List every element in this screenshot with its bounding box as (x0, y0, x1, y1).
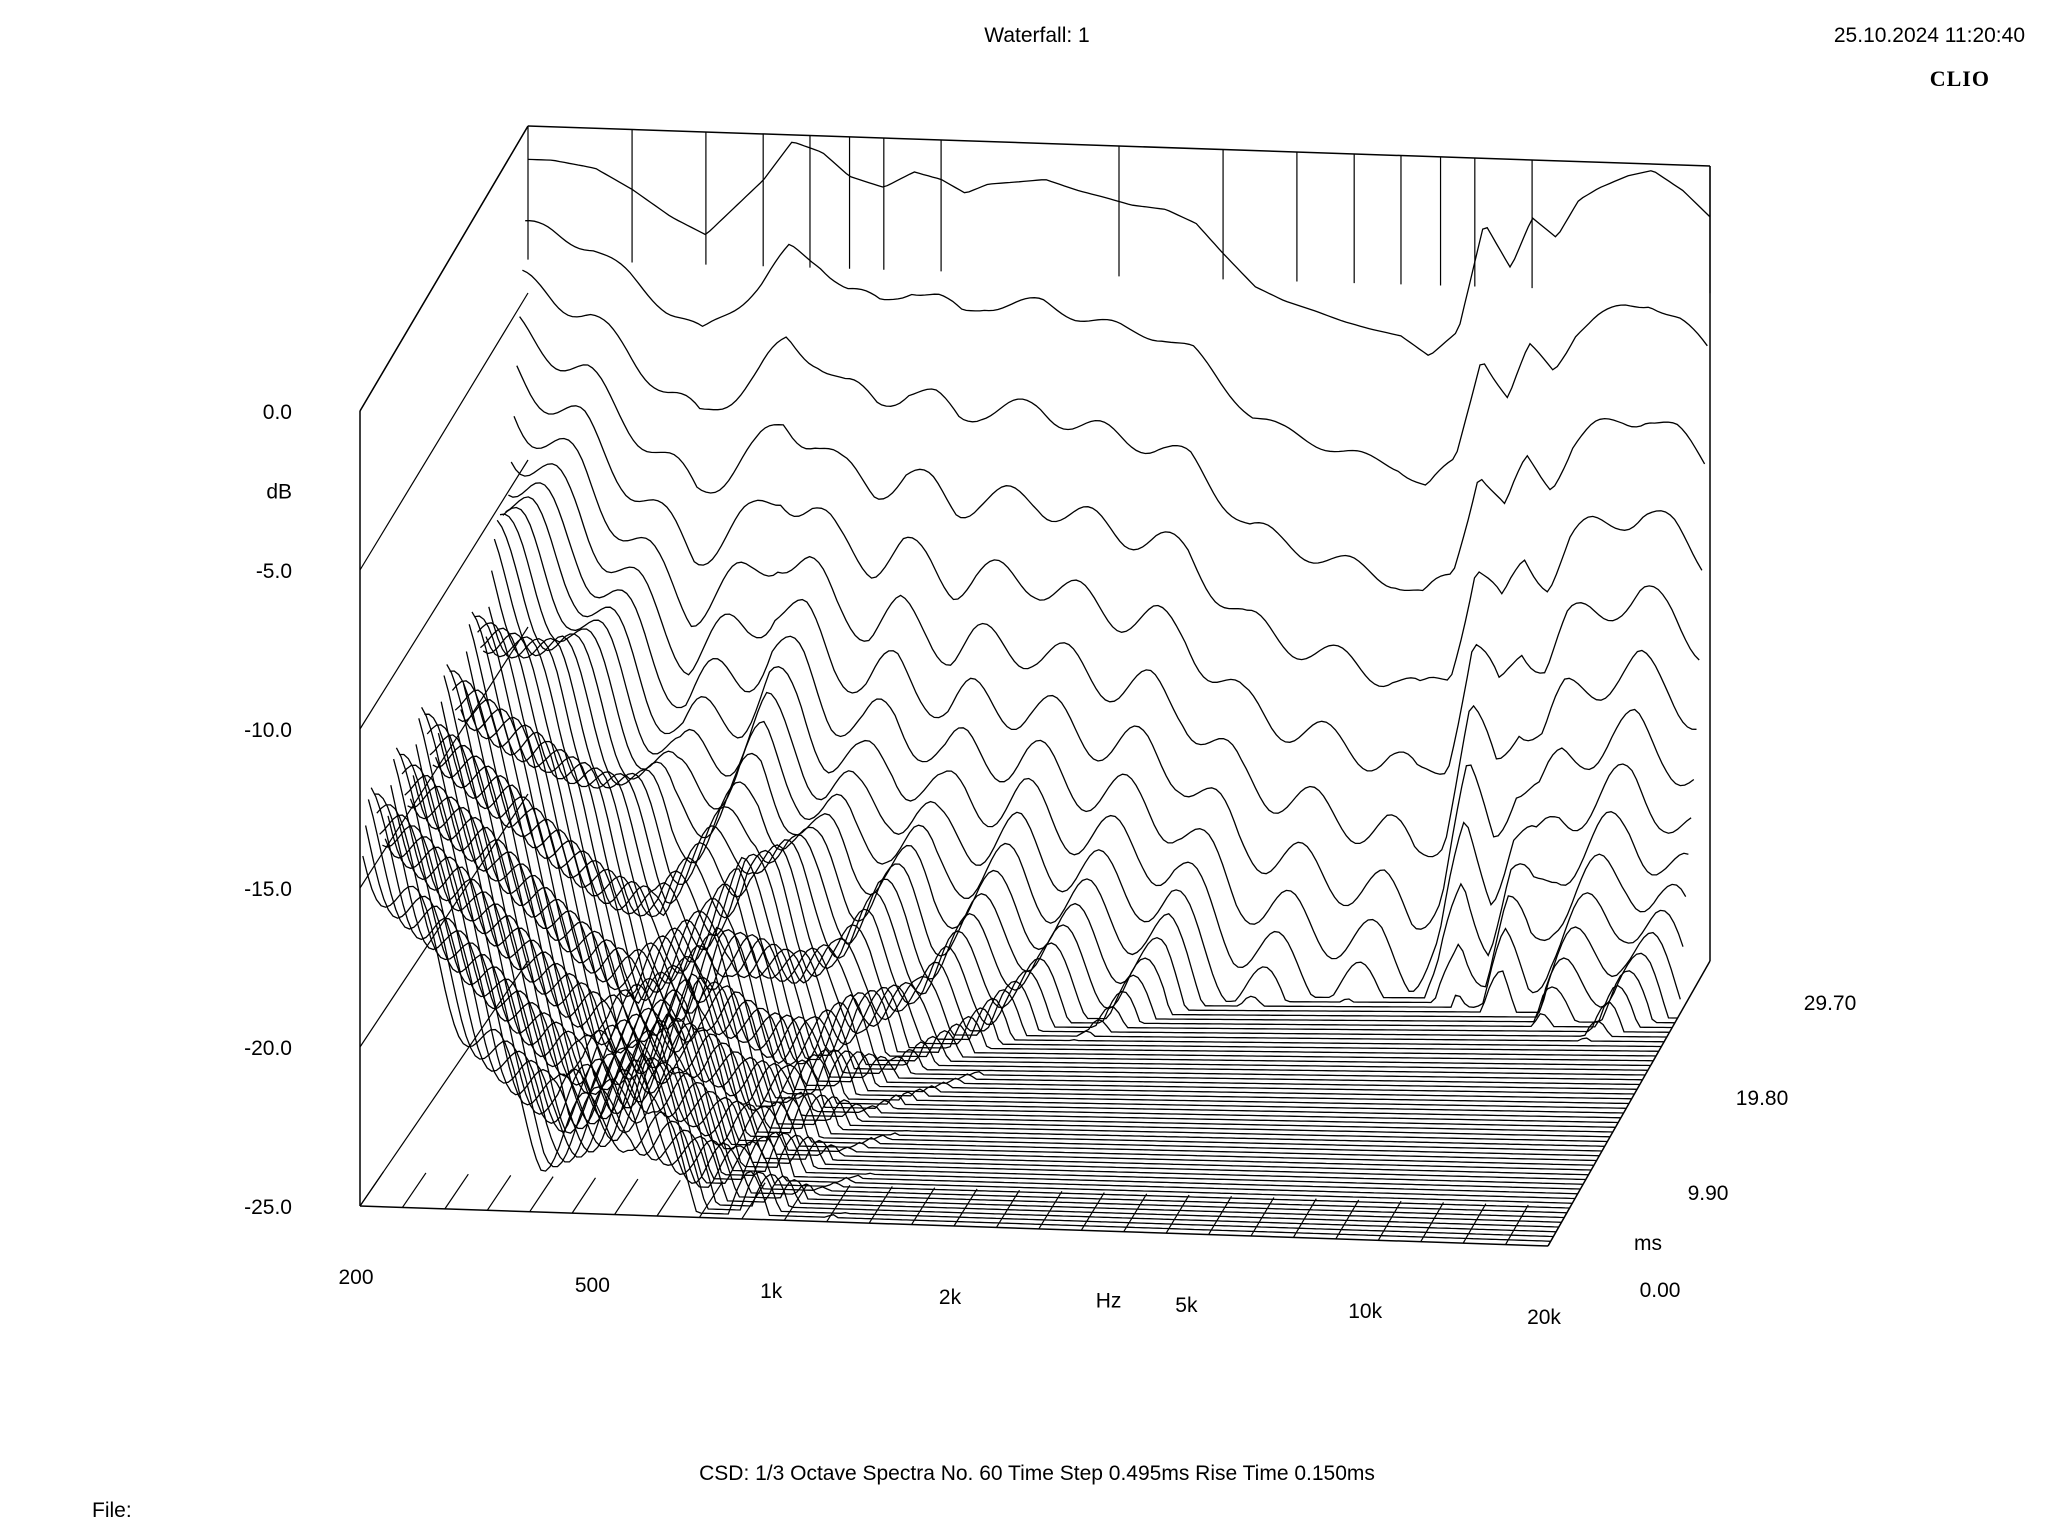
spectrum-line (412, 775, 1600, 1157)
spectrum-line (508, 482, 1692, 992)
floor-gridline (486, 1175, 512, 1211)
plot-gridlines (359, 125, 1711, 1247)
spectrum-line (432, 744, 1619, 1124)
spectrum-line (392, 758, 1581, 1190)
file-label: File: (92, 1499, 132, 1522)
y-gridline (359, 292, 529, 571)
spectrum-line (424, 713, 1611, 1138)
spectrum-line (510, 461, 1695, 930)
spectrum-line (471, 611, 1657, 1057)
spectrum-line (384, 836, 1573, 1204)
spectrum-line (409, 796, 1597, 1162)
y-tick-label: -10.0 (244, 719, 292, 742)
spectrum-line (525, 220, 1708, 486)
spectrum-line (468, 624, 1654, 1062)
y-tick-label: 0.0 (263, 401, 292, 424)
spectrum-line (479, 627, 1665, 1043)
spectrum-line (376, 804, 1565, 1219)
spectrum-line (465, 651, 1651, 1067)
floor-gridline (359, 1171, 385, 1207)
spectrum-line (516, 365, 1700, 775)
spectrum-line (513, 416, 1697, 858)
y-tick-label: -5.0 (256, 560, 292, 583)
floor-gridline (614, 1178, 639, 1215)
y-tick-label: -25.0 (244, 1196, 292, 1219)
z-tick-label: 0.00 (1640, 1279, 1681, 1302)
spectrum-line (429, 734, 1616, 1128)
floor-gridline (656, 1179, 681, 1217)
spectrum-line (362, 855, 1551, 1242)
x-tick-label: 1k (760, 1280, 783, 1303)
timestamp: 25.10.2024 11:20:40 (1833, 24, 2025, 47)
spectrum-line (401, 764, 1589, 1176)
x-tick-label: 10k (1348, 1300, 1382, 1323)
spectrum-line (519, 316, 1703, 688)
axis-labels: 0.0 -5.0 -10.0 -15.0 -20.0 -25.0 dB 200 500 1k 2k 5… (244, 401, 1856, 1329)
spectrum-line (505, 496, 1689, 999)
x-tick-label: 5k (1175, 1294, 1198, 1317)
floor-gridline (401, 1172, 427, 1208)
floor-gridline (444, 1173, 469, 1210)
floor-gridline (529, 1176, 554, 1213)
spectrum-line (522, 269, 1706, 592)
z-axis-label: ms (1634, 1232, 1662, 1255)
spectrum-line (482, 632, 1667, 1038)
spectrum-line (434, 755, 1621, 1119)
spectrum-line (407, 785, 1594, 1166)
spectra-lines (362, 141, 1711, 1242)
spectrum-line (502, 506, 1687, 1004)
spectrum-line (364, 825, 1554, 1238)
measurement-info: CSD: 1/3 Octave Spectra No. 60 Time Step… (699, 1462, 1375, 1485)
spectrum-line (460, 708, 1646, 1076)
spectrum-line (387, 815, 1576, 1200)
spectrum-line (477, 622, 1662, 1048)
spectrum-line (451, 680, 1638, 1090)
y-gridline (359, 125, 529, 412)
y-gridline (359, 459, 529, 730)
spectrum-line (485, 636, 1670, 1033)
spectrum-line (443, 675, 1630, 1105)
spectrum-line (499, 513, 1684, 1008)
spectrum-line (382, 825, 1570, 1209)
y-tick-label: -15.0 (244, 878, 292, 901)
spectrum-line (490, 570, 1675, 1024)
spectrum-line (404, 774, 1592, 1171)
floor-gridline (571, 1177, 597, 1214)
spectrum-line (496, 519, 1681, 1014)
spectrum-line (373, 793, 1562, 1223)
x-tick-label: 20k (1527, 1306, 1561, 1329)
spectrum-line (454, 689, 1640, 1086)
y-axis-label: dB (266, 481, 292, 504)
floor-gridline (698, 1181, 724, 1218)
brand-logo-text: CLIO (1929, 66, 1990, 91)
spectrum-line (488, 606, 1673, 1029)
spectrum-line (418, 718, 1605, 1147)
x-axis-label: Hz (1096, 1290, 1122, 1313)
z-tick-label: 19.80 (1736, 1087, 1789, 1110)
z-tick-label: 29.70 (1804, 992, 1857, 1015)
x-tick-label: 2k (939, 1286, 962, 1309)
spectrum-line (457, 699, 1643, 1081)
x-tick-label: 200 (338, 1266, 373, 1289)
spectrum-line (446, 664, 1632, 1100)
y-tick-label: -20.0 (244, 1037, 292, 1060)
spectrum-line (367, 799, 1557, 1233)
chart-title: Waterfall: 1 (984, 24, 1090, 47)
spectrum-line (399, 753, 1586, 1181)
x-tick-label: 500 (575, 1274, 610, 1297)
y-gridline (359, 793, 529, 1048)
spectrum-line (426, 724, 1613, 1133)
spectrum-line (527, 141, 1711, 356)
y-gridline (359, 960, 529, 1207)
spectrum-line (379, 814, 1567, 1214)
z-tick-label: 9.90 (1688, 1182, 1729, 1205)
